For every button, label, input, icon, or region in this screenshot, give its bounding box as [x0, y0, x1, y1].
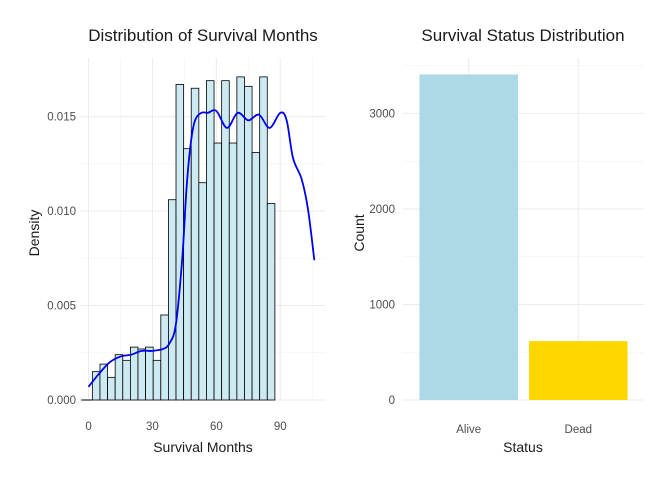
- histogram-bar: [137, 348, 146, 401]
- histogram-bar: [160, 314, 169, 401]
- histogram-bar: [213, 142, 223, 401]
- bar-alive: [419, 74, 519, 401]
- histogram-bar: [198, 182, 207, 401]
- histogram-bar: [266, 203, 276, 401]
- x-tick-label: Dead: [565, 424, 593, 436]
- histogram-panel: 0.000 0.005 0.010 0.015 0 30 60 90 Distributio…: [26, 26, 325, 455]
- histogram-x-axis-title: Survival Months: [153, 439, 253, 455]
- y-tick-label: 0.015: [47, 112, 76, 124]
- histogram-bar: [251, 152, 261, 401]
- histogram-bar: [152, 359, 162, 401]
- density-curve: [87, 109, 316, 388]
- y-tick-label: 2000: [369, 204, 395, 216]
- y-tick-label: 0: [389, 395, 395, 407]
- x-tick-label: 90: [274, 421, 287, 433]
- x-tick-label: 0: [85, 421, 91, 433]
- histogram-y-tick-labels: 0.000 0.005 0.010 0.015: [47, 112, 76, 407]
- status-bars: [419, 74, 628, 401]
- histogram-bar: [244, 85, 253, 401]
- histogram-bar: [168, 199, 177, 401]
- histogram-bar: [145, 346, 154, 401]
- histogram-bars: [91, 76, 276, 401]
- x-tick-label: 60: [210, 421, 223, 433]
- histogram-title: Distribution of Survival Months: [88, 26, 318, 45]
- histogram-x-tick-labels: 0 30 60 90: [85, 421, 286, 433]
- histogram-bar: [221, 80, 230, 401]
- status-x-axis-title: Status: [503, 439, 543, 455]
- status-x-tick-labels: Alive Dead: [456, 424, 592, 436]
- histogram-y-axis-title: Density: [26, 210, 42, 257]
- status-y-axis-title: Count: [351, 214, 367, 251]
- histogram-bar: [107, 376, 116, 401]
- histogram-bar: [236, 76, 245, 401]
- y-tick-label: 3000: [369, 108, 395, 120]
- bar-dead: [528, 341, 628, 400]
- y-tick-label: 0.005: [47, 301, 76, 313]
- histogram-bar: [206, 80, 215, 401]
- status-title: Survival Status Distribution: [421, 26, 624, 45]
- x-tick-label: Alive: [456, 424, 481, 436]
- y-tick-label: 1000: [369, 299, 395, 311]
- histogram-bar: [114, 354, 124, 401]
- y-tick-label: 0.000: [47, 395, 76, 407]
- status-bar-panel: 0 1000 2000 3000 Alive Dead Survival Status …: [351, 26, 644, 455]
- y-tick-label: 0.010: [47, 206, 76, 218]
- histogram-bar: [122, 359, 131, 401]
- x-tick-label: 30: [146, 421, 159, 433]
- histogram-bar: [228, 142, 238, 401]
- status-y-tick-labels: 0 1000 2000 3000: [369, 108, 395, 407]
